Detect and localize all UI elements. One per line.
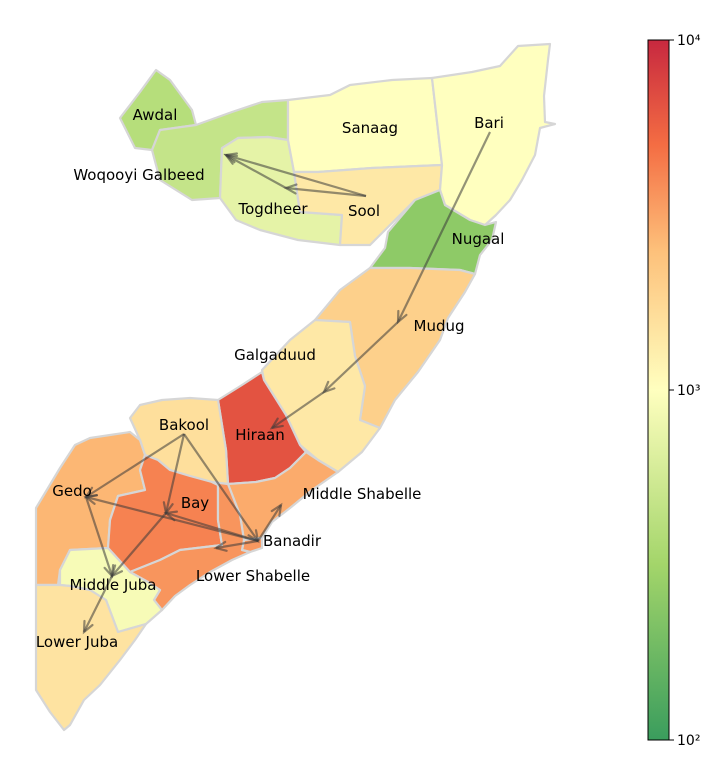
region-label-gedo: Gedo: [52, 482, 92, 500]
region-label-awdal: Awdal: [133, 106, 178, 124]
region-label-sool: Sool: [348, 202, 380, 220]
flow-arrow-line: [84, 496, 114, 577]
flow-arrow-line: [285, 186, 367, 198]
flow-arrow: [163, 510, 259, 543]
regions-layer: [34, 42, 557, 732]
colorbar-bar: [647, 39, 670, 741]
flow-arrows: [82, 131, 491, 635]
flow-arrow-head: [223, 153, 239, 165]
region-bari[interactable]: [430, 42, 557, 227]
flow-arrow-line: [323, 321, 399, 393]
flow-arrow-head: [269, 417, 284, 430]
flow-arrow-line: [225, 153, 367, 198]
region-label-bari: Bari: [474, 114, 504, 132]
region-label-bakool: Bakool: [159, 416, 209, 434]
flow-arrow-line: [397, 131, 491, 323]
flow-arrow-head: [82, 619, 94, 635]
flow-arrow-line: [85, 433, 185, 498]
flow-arrow-head: [270, 502, 283, 517]
region-label-bay: Bay: [181, 494, 209, 512]
region-label-nugaal: Nugaal: [452, 230, 505, 248]
flow-arrow-head: [213, 540, 228, 552]
colorbar-tick-label: 10⁴: [677, 33, 701, 49]
colorbar-tick-label: 10³: [677, 383, 700, 399]
region-labels: Awdal Woqooyi Galbeed Togdheer Sanaag Sool Ba…: [36, 106, 505, 651]
flow-arrow-head: [83, 494, 98, 505]
flow-arrow: [82, 575, 113, 635]
flow-arrow: [257, 502, 283, 542]
flow-arrow: [223, 153, 287, 189]
region-label-galgaduud: Galgaduud: [234, 346, 316, 364]
region-label-mudug: Mudug: [414, 317, 465, 335]
flow-arrow: [213, 539, 259, 552]
flow-arrow-line: [271, 391, 325, 429]
flow-arrow-head: [163, 510, 179, 522]
region-label-togdheer: Togdheer: [238, 200, 309, 218]
region-label-middle-juba: Middle Juba: [70, 576, 157, 594]
flow-arrow-line: [111, 512, 167, 577]
flow-arrow-line: [164, 433, 186, 514]
flow-arrow-line: [165, 511, 259, 543]
flow-arrow-line: [83, 575, 113, 633]
flow-arrow-line: [225, 154, 287, 189]
region-label-woqooyi: Woqooyi Galbeed: [73, 166, 204, 184]
region-label-lower-shabelle: Lower Shabelle: [196, 567, 310, 585]
region-lower-juba[interactable]: [34, 583, 148, 732]
flow-arrow: [269, 391, 325, 430]
region-label-lower-juba: Lower Juba: [36, 633, 118, 651]
region-awdal[interactable]: [118, 68, 198, 152]
colorbar-ticks: 10² 10³ 10⁴: [669, 33, 701, 749]
region-label-banadir: Banadir: [263, 532, 322, 550]
colorbar: 10² 10³ 10⁴: [647, 33, 701, 749]
region-label-sanaag: Sanaag: [342, 119, 398, 137]
flow-arrow-line: [183, 433, 259, 542]
colorbar-tick-label: 10²: [677, 733, 700, 749]
flow-arrow-line: [257, 504, 282, 542]
flow-arrow-line: [215, 539, 259, 550]
region-label-hiraan: Hiraan: [235, 426, 285, 444]
region-label-middle-shabelle: Middle Shabelle: [303, 485, 422, 503]
